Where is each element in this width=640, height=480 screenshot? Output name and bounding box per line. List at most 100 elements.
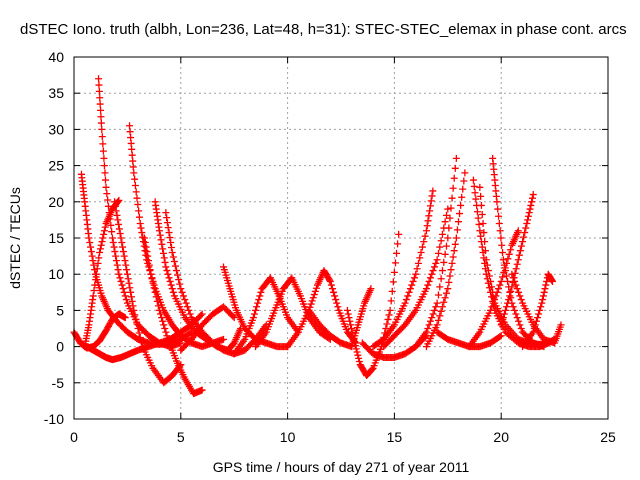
data-point <box>132 188 140 196</box>
data-point <box>355 354 363 362</box>
data-point <box>417 248 425 256</box>
data-point <box>457 201 465 209</box>
y-tick-label: 25 <box>48 158 64 174</box>
data-point <box>133 194 141 202</box>
data-point <box>134 325 142 332</box>
data-point <box>127 288 135 296</box>
data-point <box>445 278 453 286</box>
data-point <box>429 267 437 275</box>
data-point <box>159 317 167 325</box>
data-point <box>112 257 120 265</box>
y-tick-label: 5 <box>56 302 64 318</box>
data-point <box>119 248 127 256</box>
data-point <box>514 256 522 264</box>
data-point <box>480 229 488 237</box>
data-point <box>148 275 156 283</box>
data-point <box>308 297 316 305</box>
data-point <box>103 190 111 198</box>
data-point <box>511 269 519 277</box>
data-point <box>87 243 95 251</box>
data-point <box>434 291 442 299</box>
data-point <box>384 315 392 323</box>
data-point <box>123 270 131 278</box>
data-point <box>495 212 503 220</box>
data-point <box>332 296 340 304</box>
data-point <box>507 246 515 254</box>
data-point <box>449 253 457 261</box>
data-point <box>127 139 135 147</box>
data-point <box>441 218 449 226</box>
data-point <box>452 154 460 162</box>
data-point <box>541 285 549 293</box>
data-point <box>520 233 528 241</box>
data-point <box>101 223 109 231</box>
data-point <box>346 317 354 325</box>
data-point <box>137 224 145 232</box>
data-point <box>424 217 432 225</box>
data-point <box>171 262 179 270</box>
data-point <box>497 234 505 242</box>
data-point <box>131 182 139 190</box>
data-point <box>449 184 457 192</box>
data-point <box>428 192 436 200</box>
data-point <box>503 259 511 267</box>
data-point <box>168 285 176 293</box>
data-point <box>482 256 490 264</box>
data-point <box>252 306 260 314</box>
data-point <box>445 224 453 232</box>
data-point <box>453 226 461 234</box>
data-point <box>127 293 135 301</box>
data-point <box>441 250 449 258</box>
x-tick-label: 25 <box>600 429 616 445</box>
data-point <box>326 277 334 285</box>
data-point <box>167 239 175 247</box>
data-point <box>495 220 503 228</box>
data-point <box>469 176 477 184</box>
data-point <box>120 252 128 260</box>
data-point <box>433 299 441 307</box>
data-point <box>426 274 434 282</box>
data-point <box>519 238 527 246</box>
data-point <box>157 310 165 318</box>
data-point <box>156 231 164 239</box>
data-point <box>354 351 362 359</box>
data-point <box>460 177 468 185</box>
data-point <box>152 293 160 301</box>
data-point <box>516 292 524 300</box>
data-point <box>476 227 484 235</box>
data-point <box>129 163 137 171</box>
data-point <box>128 145 136 153</box>
data-point <box>429 187 437 195</box>
data-point <box>516 247 524 255</box>
data-point <box>405 288 413 296</box>
data-point <box>474 214 482 222</box>
data-point <box>307 300 315 308</box>
data-point <box>410 274 418 282</box>
data-point <box>513 314 521 322</box>
x-tick-label: 15 <box>387 429 403 445</box>
y-tick-label: 10 <box>48 266 64 282</box>
data-point <box>198 310 206 318</box>
data-point <box>537 303 545 311</box>
data-point <box>496 227 504 235</box>
data-point <box>114 216 122 224</box>
data-point <box>100 230 108 238</box>
data-point <box>539 292 547 300</box>
data-point <box>389 278 397 286</box>
data-point <box>492 292 500 300</box>
data-point <box>429 310 437 318</box>
data-point <box>504 277 512 285</box>
data-point <box>527 201 535 209</box>
data-point <box>487 306 495 314</box>
data-point <box>163 219 171 227</box>
data-point <box>115 220 123 228</box>
data-point <box>95 254 103 262</box>
data-point <box>432 259 440 267</box>
data-point <box>426 202 434 210</box>
data-point <box>515 251 523 259</box>
data-point <box>434 249 442 257</box>
data-point <box>97 113 105 121</box>
data-point <box>512 310 520 318</box>
data-point <box>505 296 513 304</box>
data-point <box>198 386 206 394</box>
